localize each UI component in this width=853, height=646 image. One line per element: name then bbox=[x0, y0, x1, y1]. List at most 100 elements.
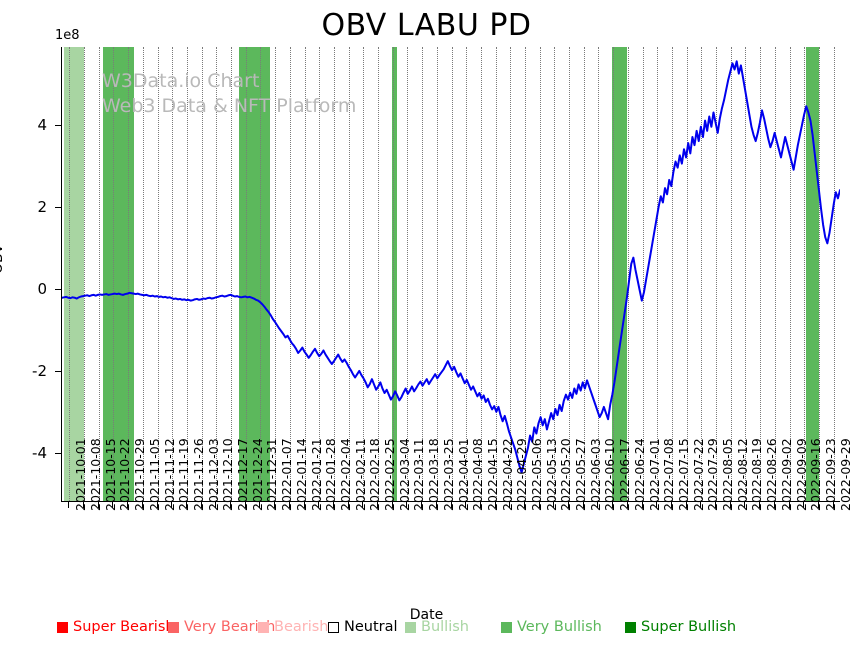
x-axis-tick-label: 2021-12-24 bbox=[249, 438, 265, 511]
gridline-vertical bbox=[407, 47, 409, 501]
x-axis-tick-label: 2022-08-19 bbox=[749, 438, 765, 511]
legend-item[interactable]: Neutral bbox=[328, 619, 398, 635]
x-axis-tick-label: 2021-12-03 bbox=[205, 438, 221, 511]
gridline-vertical bbox=[186, 47, 188, 501]
x-axis-tick-label: 2022-02-11 bbox=[352, 438, 368, 511]
x-axis-tick-mark bbox=[597, 502, 599, 508]
x-axis-tick-label: 2021-11-26 bbox=[190, 438, 206, 511]
x-axis-tick-mark bbox=[612, 502, 614, 508]
x-axis-tick-label: 2022-03-11 bbox=[411, 438, 427, 511]
gridline-vertical bbox=[613, 47, 615, 501]
x-axis-tick-mark bbox=[127, 502, 129, 508]
gridline-vertical bbox=[84, 47, 86, 501]
x-axis-tick-label: 2022-07-15 bbox=[675, 438, 691, 511]
x-axis-tick-mark bbox=[626, 502, 628, 508]
x-axis-tick-mark bbox=[362, 502, 364, 508]
x-axis-tick-mark bbox=[479, 502, 481, 508]
legend-swatch-icon bbox=[57, 621, 68, 633]
x-axis-tick-label: 2022-04-01 bbox=[455, 438, 471, 511]
gridline-vertical bbox=[701, 47, 703, 501]
highlight-band bbox=[392, 47, 397, 501]
x-axis-tick-label: 2022-09-02 bbox=[778, 438, 794, 511]
legend-swatch-icon bbox=[405, 621, 416, 633]
x-axis-tick-mark bbox=[832, 502, 834, 508]
gridline-vertical bbox=[480, 47, 482, 501]
x-axis-tick-label: 2021-12-17 bbox=[235, 438, 251, 511]
legend-swatch-icon bbox=[328, 621, 339, 633]
x-axis-tick-label: 2022-06-24 bbox=[631, 438, 647, 511]
x-axis-tick-label: 2022-08-05 bbox=[720, 438, 736, 511]
gridline-vertical bbox=[157, 47, 159, 501]
x-axis-tick-label: 2022-07-01 bbox=[646, 438, 662, 511]
legend-label: Neutral bbox=[344, 619, 398, 635]
x-axis-tick-label: 2021-11-19 bbox=[176, 438, 192, 511]
x-axis-tick-label: 2021-11-05 bbox=[146, 438, 162, 511]
x-axis-tick-mark bbox=[817, 502, 819, 508]
legend-item[interactable]: Super Bullish bbox=[625, 619, 736, 635]
gridline-vertical bbox=[818, 47, 820, 501]
gridline-vertical bbox=[569, 47, 571, 501]
x-axis-tick-mark bbox=[670, 502, 672, 508]
gridline-vertical bbox=[245, 47, 247, 501]
gridline-vertical bbox=[216, 47, 218, 501]
x-axis-tick-label: 2021-11-12 bbox=[161, 438, 177, 511]
gridline-vertical bbox=[554, 47, 556, 501]
x-axis-tick-label: 2022-04-29 bbox=[514, 438, 530, 511]
x-axis-tick-mark bbox=[185, 502, 187, 508]
x-axis-tick-mark bbox=[759, 502, 761, 508]
x-axis-tick-label: 2022-03-04 bbox=[396, 438, 412, 511]
legend-item[interactable]: Bullish bbox=[405, 619, 469, 635]
x-axis-tick-mark bbox=[332, 502, 334, 508]
gridline-vertical bbox=[510, 47, 512, 501]
x-axis-tick-label: 2021-12-31 bbox=[264, 438, 280, 511]
legend-label: Very Bearish bbox=[184, 619, 276, 635]
x-axis-tick-mark bbox=[582, 502, 584, 508]
x-axis-tick-label: 2022-07-22 bbox=[690, 438, 706, 511]
gridline-vertical bbox=[598, 47, 600, 501]
x-axis-tick-mark bbox=[83, 502, 85, 508]
gridline-vertical bbox=[231, 47, 233, 501]
x-axis-tick-label: 2022-04-22 bbox=[499, 438, 515, 511]
x-axis-tick-label: 2022-06-17 bbox=[617, 438, 633, 511]
gridline-vertical bbox=[201, 47, 203, 501]
x-axis-tick-label: 2021-10-01 bbox=[73, 438, 89, 511]
x-axis-tick-mark bbox=[230, 502, 232, 508]
x-axis-tick-label: 2022-03-25 bbox=[440, 438, 456, 511]
x-axis-tick-mark bbox=[656, 502, 658, 508]
plot-area: W3Data.io Chart Web3 Data & NFT Platform bbox=[61, 47, 840, 502]
highlight-band bbox=[611, 47, 627, 501]
gridline-vertical bbox=[319, 47, 321, 501]
legend-item[interactable]: Very Bullish bbox=[501, 619, 602, 635]
x-axis-tick-mark bbox=[347, 502, 349, 508]
legend-item[interactable]: Super Bearish bbox=[57, 619, 175, 635]
gridline-vertical bbox=[495, 47, 497, 501]
gridline-vertical bbox=[69, 47, 71, 501]
x-axis-tick-label: 2022-09-09 bbox=[793, 438, 809, 511]
highlight-band bbox=[63, 47, 84, 501]
gridline-vertical bbox=[113, 47, 115, 501]
legend-label: Very Bullish bbox=[517, 619, 602, 635]
x-axis-tick-label: 2022-06-03 bbox=[587, 438, 603, 511]
x-axis-tick-label: 2022-09-16 bbox=[808, 438, 824, 511]
x-axis-tick-mark bbox=[97, 502, 99, 508]
obv-line-path bbox=[62, 61, 840, 472]
gridline-vertical bbox=[539, 47, 541, 501]
legend-item[interactable]: Very Bearish bbox=[168, 619, 275, 635]
x-axis-tick-label: 2022-01-21 bbox=[308, 438, 324, 511]
x-axis-tick-mark bbox=[200, 502, 202, 508]
legend-swatch-icon bbox=[168, 621, 179, 633]
x-axis-tick-label: 2022-09-29 bbox=[837, 438, 853, 511]
y-axis-tick-mark bbox=[55, 206, 61, 208]
gridline-vertical bbox=[657, 47, 659, 501]
gridline-vertical bbox=[671, 47, 673, 501]
x-axis-tick-mark bbox=[494, 502, 496, 508]
x-axis-tick-label: 2022-09-23 bbox=[822, 438, 838, 511]
legend-item[interactable]: Bearish bbox=[258, 619, 329, 635]
gridline-vertical bbox=[260, 47, 262, 501]
x-axis-tick-mark bbox=[112, 502, 114, 508]
highlight-band bbox=[103, 47, 135, 501]
x-axis-tick-label: 2022-03-18 bbox=[426, 438, 442, 511]
gridline-vertical bbox=[627, 47, 629, 501]
y-axis-tick-mark bbox=[55, 370, 61, 372]
gridline-vertical bbox=[422, 47, 424, 501]
